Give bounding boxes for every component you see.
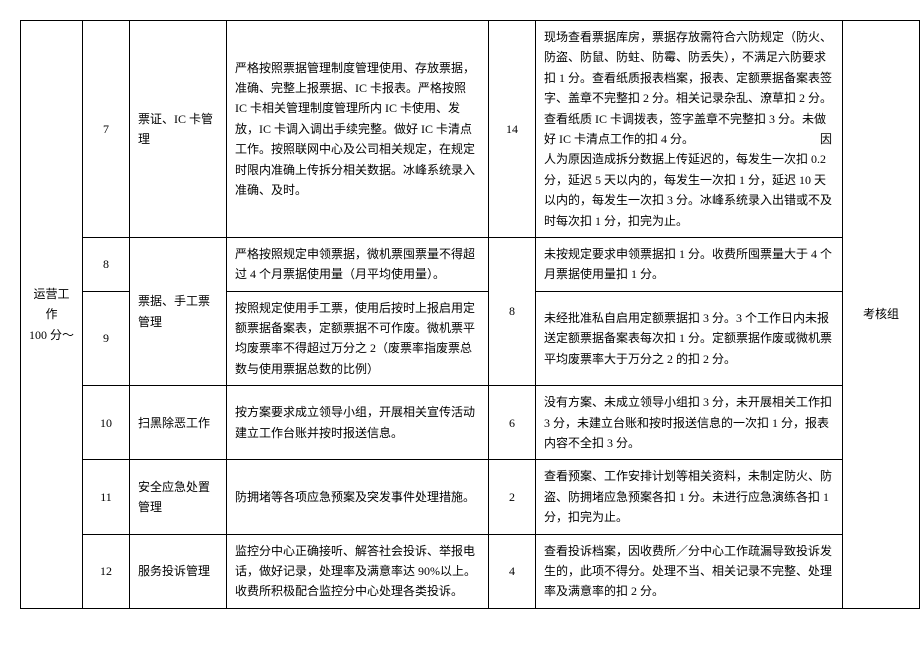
row-detail: 查看投诉档案，因收费所／分中心工作疏漏导致投诉发生的，此项不得分。处理不当、相关… bbox=[536, 534, 843, 608]
row-score: 14 bbox=[489, 21, 536, 238]
row-item: 服务投诉管理 bbox=[130, 534, 227, 608]
row-item: 票证、IC 卡管理 bbox=[130, 21, 227, 238]
category-cell: 运营工作 100 分～ bbox=[21, 21, 83, 609]
evaluator-cell: 考核组 bbox=[843, 21, 920, 609]
row-score: 2 bbox=[489, 460, 536, 534]
row-requirement: 防拥堵等各项应急预案及突发事件处理措施。 bbox=[227, 460, 489, 534]
row-detail: 查看预案、工作安排计划等相关资料，未制定防火、防盗、防拥堵应急预案各扣 1 分。… bbox=[536, 460, 843, 534]
row-item: 票据、手工票管理 bbox=[130, 237, 227, 385]
assessment-table: 运营工作 100 分～ 7 票证、IC 卡管理 严格按照票据管理制度管理使用、存… bbox=[20, 20, 920, 609]
row-num: 9 bbox=[83, 291, 130, 386]
row-requirement: 按方案要求成立领导小组，开展相关宣传活动建立工作台账并按时报送信息。 bbox=[227, 386, 489, 460]
row-num: 7 bbox=[83, 21, 130, 238]
row-num: 12 bbox=[83, 534, 130, 608]
row-requirement: 监控分中心正确接听、解答社会投诉、举报电话，做好记录，处理率及满意率达 90%以… bbox=[227, 534, 489, 608]
row-num: 11 bbox=[83, 460, 130, 534]
row-detail: 没有方案、未成立领导小组扣 3 分，未开展相关工作扣 3 分，未建立台账和按时报… bbox=[536, 386, 843, 460]
row-detail: 现场查看票据库房，票据存放需符合六防规定（防火、防盗、防鼠、防蛀、防霉、防丢失）… bbox=[536, 21, 843, 238]
row-num: 10 bbox=[83, 386, 130, 460]
row-detail: 未经批准私自启用定额票据扣 3 分。3 个工作日内未报送定额票据备案表每次扣 1… bbox=[536, 291, 843, 386]
row-score: 6 bbox=[489, 386, 536, 460]
row-item: 扫黑除恶工作 bbox=[130, 386, 227, 460]
row-item: 安全应急处置管理 bbox=[130, 460, 227, 534]
row-requirement: 严格按照票据管理制度管理使用、存放票据，准确、完整上报票据、IC 卡报表。严格按… bbox=[227, 21, 489, 238]
row-detail: 未按规定要求申领票据扣 1 分。收费所囤票量大于 4 个月票据使用量扣 1 分。 bbox=[536, 237, 843, 291]
row-score: 4 bbox=[489, 534, 536, 608]
row-score: 8 bbox=[489, 237, 536, 385]
row-requirement: 按照规定使用手工票，使用后按时上报启用定额票据备案表，定额票据不可作废。微机票平… bbox=[227, 291, 489, 386]
row-num: 8 bbox=[83, 237, 130, 291]
row-requirement: 严格按照规定申领票据，微机票囤票量不得超过 4 个月票据使用量（月平均使用量）。 bbox=[227, 237, 489, 291]
